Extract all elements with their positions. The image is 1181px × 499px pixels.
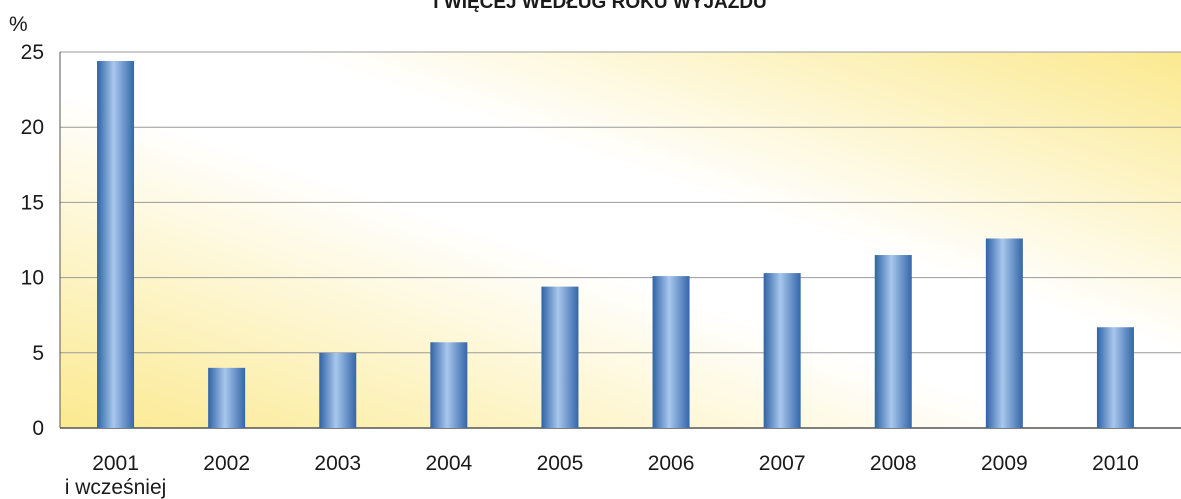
y-tick-label: 5 — [32, 342, 44, 365]
bar — [430, 342, 468, 428]
x-tick-label: 2001 — [92, 452, 139, 475]
bar-layer — [97, 61, 1134, 429]
x-tick-label: 2003 — [314, 452, 361, 475]
x-tick-label: 2004 — [425, 452, 472, 475]
bar — [985, 238, 1023, 428]
bar — [763, 273, 801, 428]
bar — [319, 352, 357, 428]
y-tick-label: 25 — [21, 41, 44, 64]
x-tick-label: 2005 — [537, 452, 584, 475]
bar — [874, 255, 912, 428]
x-tick-label: 2009 — [981, 452, 1028, 475]
y-tick-label: 15 — [21, 191, 44, 214]
x-tick-label: 2007 — [759, 452, 806, 475]
y-tick-label: 20 — [21, 116, 44, 139]
bar — [97, 61, 135, 429]
bar — [541, 286, 579, 428]
y-axis-label: % — [9, 13, 28, 36]
bar — [1096, 327, 1134, 428]
x-tick-label: 2006 — [648, 452, 695, 475]
x-tick-label: 2002 — [203, 452, 250, 475]
y-tick-label: 10 — [21, 267, 44, 290]
bar — [652, 276, 690, 428]
y-tick-label: 0 — [32, 417, 44, 440]
x-tick-label: 2008 — [870, 452, 917, 475]
x-tick-sublabel: i wcześniej — [65, 476, 167, 499]
y-tick-layer: 0 5 10 15 20 25 — [21, 41, 44, 440]
chart-title: I WIĘCEJ WEDŁUG ROKU WYJAZDU — [433, 0, 767, 13]
x-tick-label: 2010 — [1092, 452, 1139, 475]
bar — [208, 367, 246, 428]
